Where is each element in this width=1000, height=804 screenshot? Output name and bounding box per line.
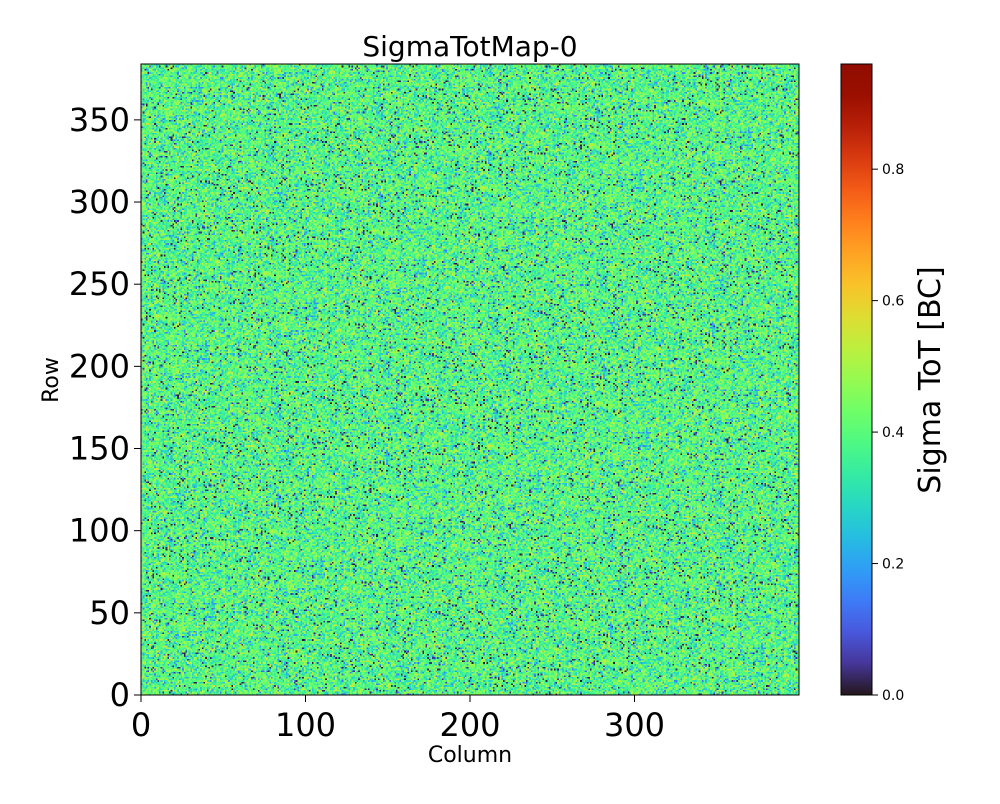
colorbar-tick-label: 0.6 — [882, 294, 904, 310]
y-tick-label: 250 — [69, 265, 130, 303]
colorbar-tick-label: 0.0 — [882, 688, 904, 704]
x-axis-label: Column — [428, 743, 512, 768]
colorbar-ticks: 0.0 0.2 0.4 0.6 0.8 — [872, 162, 904, 704]
chart-title: SigmaTotMap-0 — [362, 30, 577, 63]
colorbar-tick-label: 0.8 — [882, 162, 904, 178]
heatmap-image-container — [141, 64, 799, 695]
y-tick-label: 50 — [89, 594, 130, 632]
y-tick-label: 350 — [69, 101, 130, 139]
y-tick-label: 0 — [110, 676, 130, 714]
y-tick-label: 100 — [69, 512, 130, 550]
x-tick-label: 200 — [439, 706, 500, 744]
heatmap-image — [141, 64, 799, 695]
y-tick-label: 150 — [69, 430, 130, 468]
colorbar: 0.0 0.2 0.4 0.6 0.8 Sigma ToT [BC] — [840, 63, 948, 704]
y-tick-label: 300 — [69, 183, 130, 221]
colorbar-tick-label: 0.2 — [882, 557, 904, 573]
colorbar-tick-label: 0.4 — [882, 425, 904, 441]
x-axis: 0 100 200 300 — [131, 695, 665, 744]
x-tick-label: 100 — [275, 706, 336, 744]
colorbar-gradient — [840, 63, 873, 696]
plot-area — [140, 63, 800, 696]
colorbar-label: Sigma ToT [BC] — [913, 266, 948, 493]
x-tick-label: 0 — [131, 706, 151, 744]
y-axis: 0 50 100 150 200 250 300 350 — [69, 101, 141, 714]
y-axis-label: Row — [39, 357, 64, 403]
y-tick-label: 200 — [69, 347, 130, 385]
x-tick-label: 300 — [604, 706, 665, 744]
